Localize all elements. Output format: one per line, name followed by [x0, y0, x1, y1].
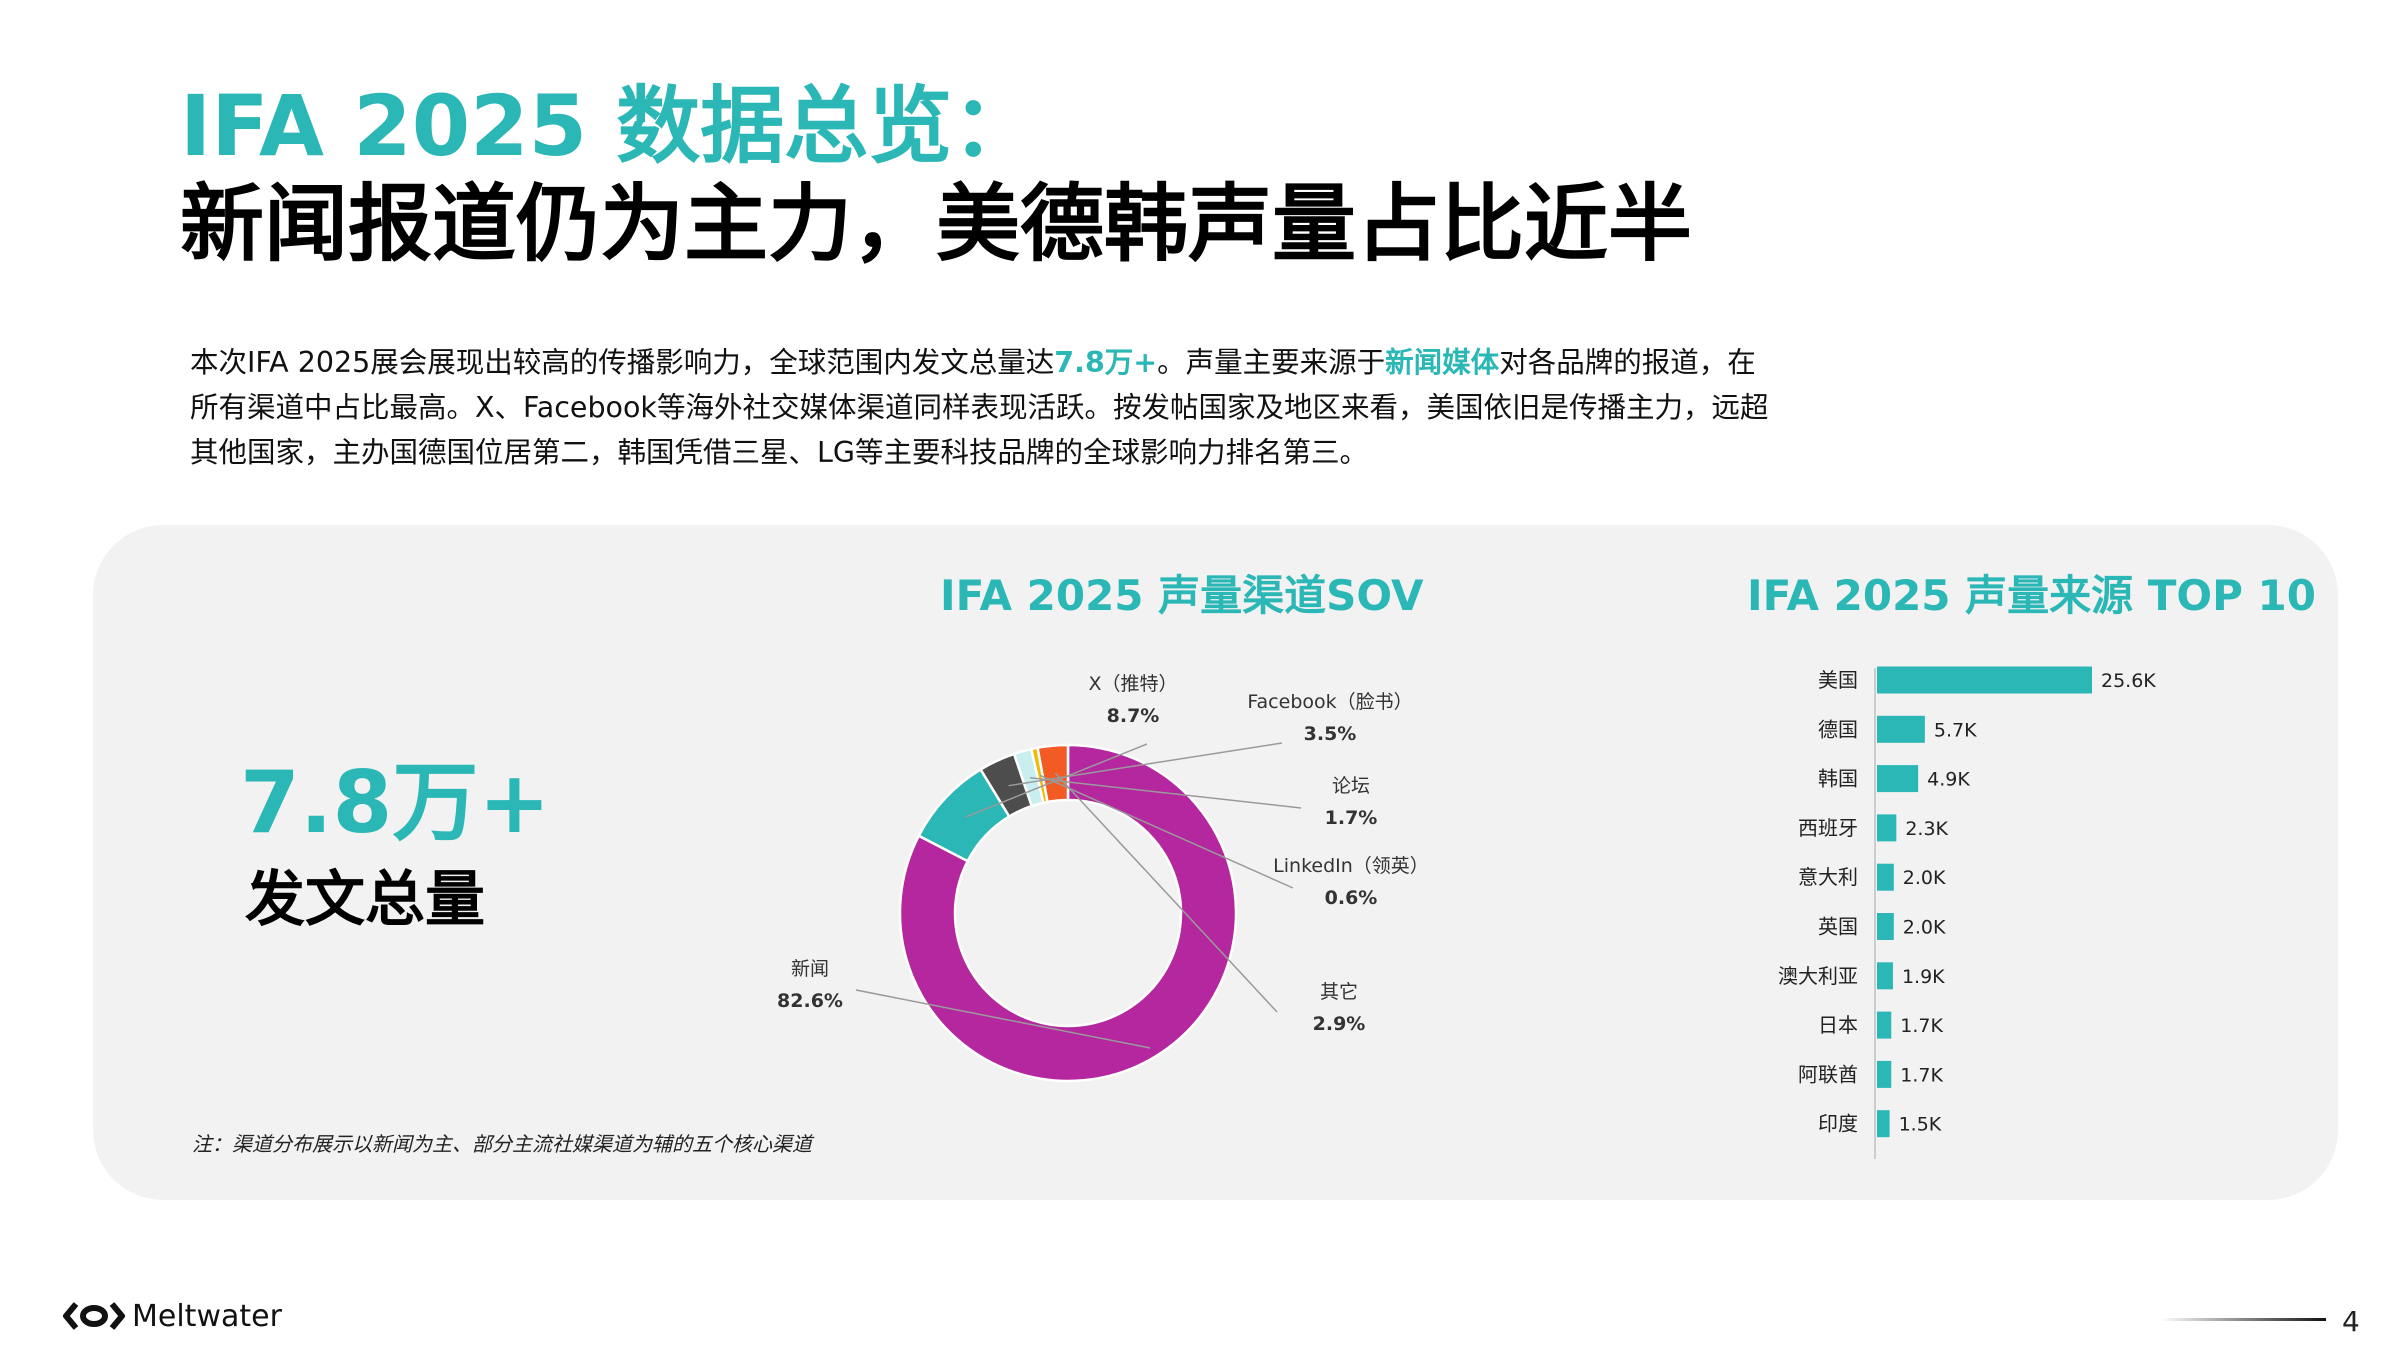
- brand-name: Meltwater: [132, 1298, 282, 1334]
- donut-label-value-1: 8.7%: [1107, 705, 1160, 727]
- bar-0: [1877, 666, 2092, 694]
- bar-category-label-3: 西班牙: [1798, 816, 1858, 840]
- bar-value-label-3: 2.3K: [1905, 818, 1948, 840]
- bar-category-label-5: 英国: [1818, 915, 1858, 939]
- intro-highlight-total: 7.8万+: [1054, 346, 1158, 379]
- bar-1: [1877, 715, 1925, 743]
- footer-divider: [2160, 1318, 2326, 1321]
- donut-leader-line-2: [1008, 742, 1283, 787]
- page-number: 4: [2342, 1305, 2360, 1338]
- bar-value-label-4: 2.0K: [1903, 867, 1946, 889]
- bar-9: [1877, 1110, 1890, 1138]
- bar-chart-title: IFA 2025 声量来源 TOP 10: [1747, 571, 2316, 620]
- donut-label-value-5: 2.9%: [1313, 1013, 1366, 1035]
- donut-leader-line-5: [1054, 772, 1278, 1013]
- bar-category-label-7: 日本: [1818, 1013, 1858, 1037]
- intro-text-2: 。声量主要来源于: [1157, 346, 1386, 379]
- bar-6: [1877, 962, 1893, 990]
- donut-leader-line-0: [855, 989, 1151, 1049]
- donut-label-value-0: 82.6%: [777, 990, 843, 1012]
- donut-slice-0: [898, 743, 1238, 1083]
- bar-7: [1877, 1011, 1892, 1039]
- bar-category-label-1: 德国: [1818, 717, 1858, 741]
- bar-3: [1877, 814, 1897, 842]
- donut-label-name-5: 其它: [1320, 981, 1358, 1003]
- donut-label-name-0: 新闻: [791, 958, 829, 980]
- donut-label-name-4: LinkedIn（领英）: [1273, 855, 1429, 877]
- bar-category-label-9: 印度: [1818, 1112, 1858, 1136]
- page-subtitle: 新闻报道仍为主力，美德韩声量占比近半: [180, 175, 1693, 273]
- bar-category-label-6: 澳大利亚: [1778, 964, 1858, 988]
- donut-label-name-3: 论坛: [1332, 775, 1370, 797]
- bar-value-label-2: 4.9K: [1927, 769, 1970, 791]
- bar-value-label-0: 25.6K: [2101, 670, 2156, 692]
- bar-category-label-4: 意大利: [1798, 865, 1858, 889]
- donut-label-value-3: 1.7%: [1325, 807, 1378, 829]
- meltwater-logo-icon: [63, 1302, 125, 1330]
- donut-slice-5: [1036, 743, 1070, 804]
- bar-5: [1877, 913, 1894, 940]
- bar-value-label-1: 5.7K: [1934, 719, 1977, 741]
- brand-logo: Meltwater: [62, 1298, 282, 1334]
- donut-leader-line-3: [1029, 776, 1302, 809]
- donut-label-name-2: Facebook（脸书）: [1247, 691, 1412, 713]
- bar-2: [1877, 765, 1919, 793]
- kpi-label: 发文总量: [245, 865, 485, 935]
- intro-paragraph: 本次IFA 2025展会展现出较高的传播影响力，全球范围内发文总量达7.8万+。…: [190, 340, 1770, 475]
- bar-value-label-8: 1.7K: [1900, 1064, 1943, 1086]
- kpi-value: 7.8万+: [240, 753, 551, 853]
- footnote: 注：渠道分布展示以新闻为主、部分主流社媒渠道为辅的五个核心渠道: [192, 1132, 812, 1156]
- intro-highlight-news: 新闻媒体: [1385, 346, 1500, 379]
- donut-label-name-1: X（推特）: [1088, 673, 1177, 695]
- donut-label-value-2: 3.5%: [1304, 723, 1357, 745]
- bar-value-label-7: 1.7K: [1900, 1015, 1943, 1037]
- bar-value-label-6: 1.9K: [1902, 966, 1945, 988]
- bar-value-label-5: 2.0K: [1903, 917, 1946, 939]
- donut-label-value-4: 0.6%: [1325, 887, 1378, 909]
- bar-category-label-2: 韩国: [1818, 767, 1858, 791]
- intro-text-1: 本次IFA 2025展会展现出较高的传播影响力，全球范围内发文总量达: [190, 346, 1055, 379]
- page-title: IFA 2025 数据总览：: [180, 77, 1037, 175]
- bar-category-label-8: 阿联酋: [1798, 1062, 1858, 1086]
- intro-text-3: 对各品牌的报道，在所有渠道中占比最高。X、Facebook等海外社交媒体渠道同样…: [190, 346, 1769, 469]
- bar-8: [1877, 1060, 1892, 1088]
- bar-4: [1877, 863, 1894, 891]
- bar-category-label-0: 美国: [1818, 668, 1858, 692]
- donut-leader-line-4: [1039, 774, 1294, 889]
- bar-value-label-9: 1.5K: [1899, 1114, 1942, 1136]
- donut-chart-title: IFA 2025 声量渠道SOV: [940, 571, 1424, 620]
